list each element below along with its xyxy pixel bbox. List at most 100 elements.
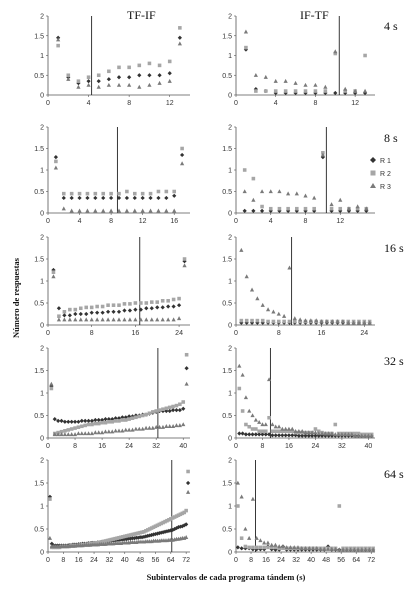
- point-r3: [269, 542, 274, 547]
- point-r3: [323, 84, 328, 89]
- point-r3: [137, 426, 142, 431]
- legend: R 1 R 2 R 3: [370, 157, 391, 191]
- point-r2: [121, 535, 125, 539]
- y-tick-label: 1: [228, 53, 232, 60]
- point-r3: [180, 161, 185, 166]
- point-r3: [127, 82, 132, 87]
- point-r1: [237, 431, 242, 436]
- point-r1: [333, 90, 338, 96]
- point-r1: [243, 546, 248, 551]
- point-r1: [145, 533, 150, 538]
- x-tick-label: 48: [322, 557, 330, 564]
- point-r1: [240, 431, 245, 436]
- point-r1: [313, 433, 318, 438]
- point-r2: [254, 545, 259, 550]
- y-tick-label: 1: [40, 53, 44, 60]
- legend-label-r1: R 1: [380, 158, 391, 165]
- point-r3: [93, 430, 98, 435]
- y-tick-label: 2: [40, 14, 44, 21]
- point-r3: [120, 428, 125, 433]
- point-r1: [79, 418, 84, 423]
- x-tick-label: 0: [234, 218, 238, 225]
- point-r3: [72, 432, 78, 437]
- point-r1: [310, 433, 315, 438]
- point-r2: [126, 533, 131, 538]
- point-r2: [247, 545, 251, 550]
- point-r3: [137, 84, 142, 89]
- point-r1: [141, 534, 147, 539]
- point-r3: [292, 545, 297, 550]
- point-r3: [313, 82, 318, 87]
- point-r2: [85, 191, 90, 196]
- point-r2: [56, 43, 60, 48]
- point-r2: [181, 400, 186, 404]
- point-r3: [95, 317, 100, 322]
- point-r3: [314, 318, 319, 323]
- point-r1: [78, 311, 83, 317]
- point-r3: [147, 82, 152, 87]
- point-r1: [77, 195, 82, 201]
- y-tick-label: 1.5: [34, 257, 44, 264]
- point-r2: [119, 535, 123, 540]
- point-r1: [242, 208, 247, 213]
- point-r2: [151, 525, 156, 529]
- point-r3: [109, 208, 114, 213]
- x-axis-label: Subintervalos de cada programa tándem (s…: [147, 572, 306, 582]
- y-tick-label: 1.5: [34, 368, 44, 375]
- point-r2: [343, 89, 347, 93]
- point-r3: [177, 423, 182, 428]
- point-r3: [250, 413, 255, 418]
- point-r2: [127, 65, 131, 70]
- point-r2: [184, 508, 188, 513]
- point-r1: [156, 195, 161, 201]
- point-r3: [346, 320, 351, 325]
- x-tick-label: 40: [364, 443, 372, 450]
- point-r1: [176, 303, 182, 308]
- point-r2: [107, 538, 112, 542]
- point-r2: [269, 545, 274, 550]
- point-r3: [247, 535, 252, 540]
- point-r3: [344, 547, 349, 552]
- point-r2: [178, 512, 183, 517]
- y-tick-label: 2: [40, 125, 44, 132]
- point-r2: [107, 69, 111, 74]
- y-tick-label: 0.5: [222, 527, 232, 534]
- point-r1: [61, 195, 66, 201]
- y-tick-label: 2: [228, 14, 232, 21]
- point-r2: [153, 524, 158, 529]
- point-r3: [283, 78, 288, 83]
- point-r2: [264, 89, 268, 93]
- point-r1: [184, 522, 189, 527]
- point-r3: [243, 526, 248, 531]
- point-r3: [171, 317, 176, 322]
- point-r3: [253, 72, 258, 77]
- x-tick-label: 0: [234, 100, 238, 107]
- y-tick-label: 1: [40, 279, 44, 286]
- point-r2: [130, 532, 135, 537]
- point-r3: [177, 41, 182, 46]
- y-tick-label: 1: [228, 279, 232, 286]
- point-r3: [167, 423, 172, 428]
- y-tick-label: 2: [228, 346, 232, 353]
- x-tick-label: 8: [313, 100, 317, 107]
- point-r3: [273, 424, 278, 429]
- x-tick-label: 4: [78, 218, 82, 225]
- point-r3: [73, 317, 78, 322]
- point-r2: [157, 63, 162, 68]
- point-r3: [282, 313, 287, 318]
- point-r2: [147, 411, 152, 416]
- point-r3: [250, 496, 256, 501]
- point-r3: [280, 544, 286, 549]
- point-r2: [323, 89, 328, 93]
- point-r2: [277, 546, 281, 551]
- point-r2: [137, 414, 142, 419]
- point-r2: [134, 531, 139, 536]
- point-r2: [147, 61, 152, 66]
- point-r3: [338, 197, 343, 202]
- point-r3: [303, 82, 308, 87]
- point-r2: [134, 415, 138, 420]
- point-r2: [61, 191, 66, 196]
- point-r3: [270, 422, 275, 427]
- point-r3: [363, 547, 368, 552]
- point-r2: [151, 410, 155, 414]
